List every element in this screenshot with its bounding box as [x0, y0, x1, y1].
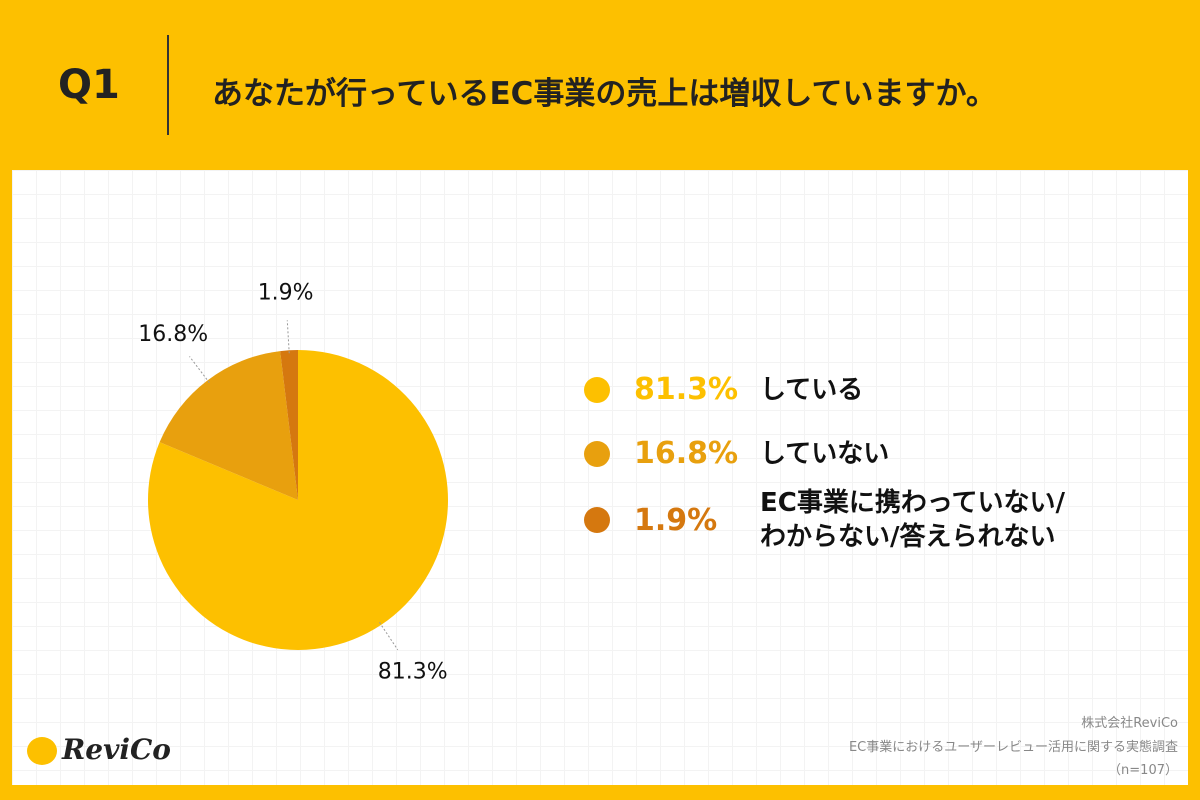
leader-line [189, 356, 210, 384]
data-label: 16.8% [138, 322, 208, 347]
sample-size: （n=107） [1108, 763, 1178, 778]
legend-swatch [584, 440, 610, 467]
data-label: 81.3% [378, 659, 448, 684]
company: 株式会社ReviCo [1081, 716, 1178, 731]
leader-line [286, 320, 290, 354]
legend-label: EC事業に携わっていない/ わからない/答えられない [760, 488, 1066, 552]
logo: ReviCo [62, 733, 171, 766]
legend-value: 81.3% [634, 372, 739, 407]
pie-slice [159, 351, 298, 500]
legend-swatch [584, 507, 610, 533]
legend-label: している [760, 374, 864, 405]
legend-value: 16.8% [634, 436, 739, 471]
legend-item: 1.9% EC事業に携わっていない/ わからない/答えられない [584, 486, 1065, 554]
legend-label: していない [760, 438, 890, 469]
legend-item: 81.3% している [584, 372, 863, 407]
question-number: Q1 [58, 62, 120, 108]
pie-slice [280, 350, 298, 500]
legend-item: 16.8% していない [584, 436, 889, 471]
question-title: あなたが行っているEC事業の売上は増収していますか。 [212, 76, 997, 112]
logo-icon [27, 737, 57, 765]
leader-line [379, 622, 399, 651]
survey-name: EC事業におけるユーザーレビュー活用に関する実態調査 [848, 740, 1178, 755]
divider [167, 35, 169, 135]
legend-swatch [584, 376, 610, 403]
legend-value: 1.9% [634, 502, 718, 538]
pie-slice [148, 350, 449, 650]
data-label: 1.9% [258, 280, 314, 305]
